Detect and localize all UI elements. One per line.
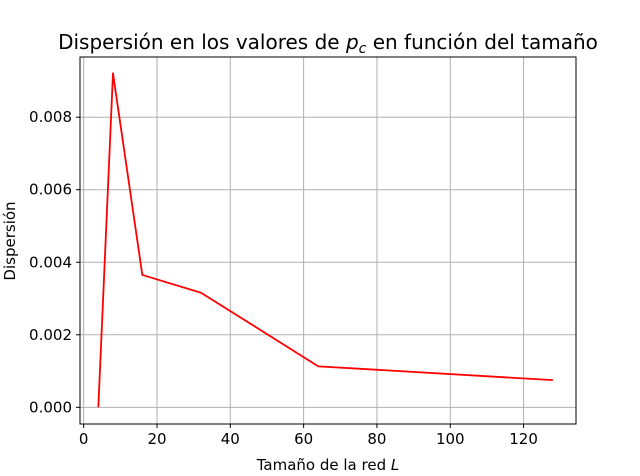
chart-title: Dispersión en los valores de pc en funci… xyxy=(58,30,598,57)
chart-title-suffix: en función del tamaño xyxy=(373,30,598,54)
x-tick-label: 0 xyxy=(79,430,89,448)
x-tick-label: 80 xyxy=(367,430,386,448)
x-tick-label: 100 xyxy=(436,430,465,448)
y-tick-label: 0.006 xyxy=(29,181,72,199)
x-tick-label: 120 xyxy=(509,430,538,448)
x-axis-label-math: L xyxy=(391,456,399,474)
series-line xyxy=(97,72,553,408)
plot-frame xyxy=(79,56,577,425)
y-axis-label: Dispersión xyxy=(1,201,19,280)
chart-title-prefix: Dispersión en los valores de xyxy=(58,30,340,54)
series-layer xyxy=(97,72,553,408)
y-axis: 0.000 0.002 0.004 0.006 0.008 xyxy=(29,108,80,416)
x-axis-label: Tamaño de la red L xyxy=(256,456,400,474)
x-tick-label: 60 xyxy=(294,430,313,448)
y-tick-label: 0.008 xyxy=(29,108,72,126)
x-tick-label: 40 xyxy=(221,430,240,448)
x-tick-label: 20 xyxy=(147,430,166,448)
y-tick-label: 0.004 xyxy=(29,253,72,271)
grid xyxy=(80,57,576,424)
x-axis-label-text: Tamaño de la red xyxy=(256,456,386,474)
y-tick-label: 0.002 xyxy=(29,326,72,344)
chart-title-math-sub: c xyxy=(359,41,367,57)
y-tick-label: 0.000 xyxy=(29,398,72,416)
chart-title-math-var: p xyxy=(345,30,359,54)
x-axis: 0 20 40 60 80 100 120 xyxy=(79,424,538,448)
